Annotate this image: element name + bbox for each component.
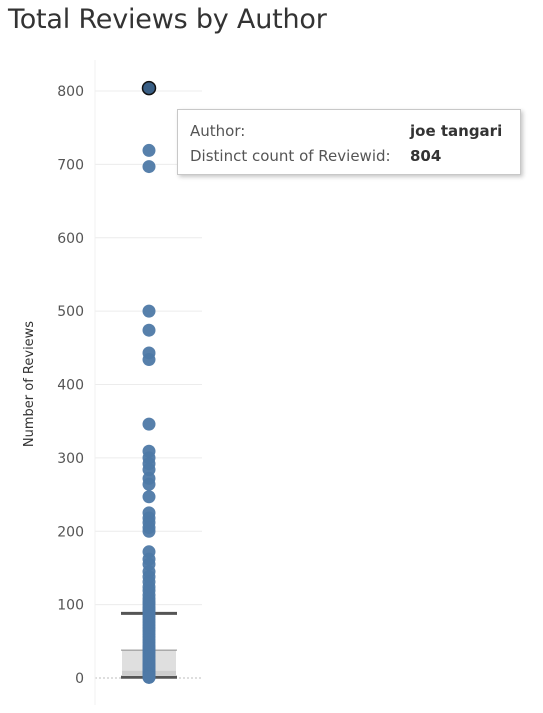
y-tick-label-100: 100 [57, 598, 84, 614]
tooltip: Author: joe tangari Distinct count of Re… [177, 109, 521, 175]
y-tick-label-600: 600 [57, 231, 84, 247]
data-point-4[interactable] [142, 323, 156, 337]
data-points[interactable] [141, 80, 157, 684]
tooltip-count-label: Distinct count of Reviewid: [190, 147, 391, 165]
y-axis: 0 100 200 300 400 500 600 700 800 [57, 60, 96, 705]
y-tick-label-800: 800 [57, 84, 84, 100]
data-point-68[interactable] [142, 670, 156, 684]
data-point-7[interactable] [142, 417, 156, 431]
data-point-14[interactable] [142, 490, 156, 504]
tooltip-author-value: joe tangari [410, 122, 503, 140]
data-point-1[interactable] [142, 143, 156, 157]
y-tick-label-200: 200 [57, 524, 84, 540]
y-tick-label-300: 300 [57, 451, 84, 467]
tooltip-count-value: 804 [410, 147, 442, 165]
tooltip-count-row: Distinct count of Reviewid: 804 [190, 147, 441, 165]
data-point-19[interactable] [142, 524, 156, 538]
tooltip-author-label: Author: [190, 122, 246, 140]
y-tick-label-0: 0 [75, 671, 84, 687]
tooltip-author-row: Author: joe tangari [190, 122, 502, 140]
y-axis-title: Number of Reviews [22, 321, 37, 447]
y-tick-label-700: 700 [57, 157, 84, 173]
y-tick-label-400: 400 [57, 378, 84, 394]
data-point-6[interactable] [142, 353, 156, 367]
data-point-13[interactable] [142, 477, 156, 491]
chart-title: Total Reviews by Author [8, 4, 327, 35]
data-point-0[interactable] [141, 80, 157, 96]
data-point-2[interactable] [142, 160, 156, 174]
y-tick-label-500: 500 [57, 304, 84, 320]
data-point-3[interactable] [142, 304, 156, 318]
